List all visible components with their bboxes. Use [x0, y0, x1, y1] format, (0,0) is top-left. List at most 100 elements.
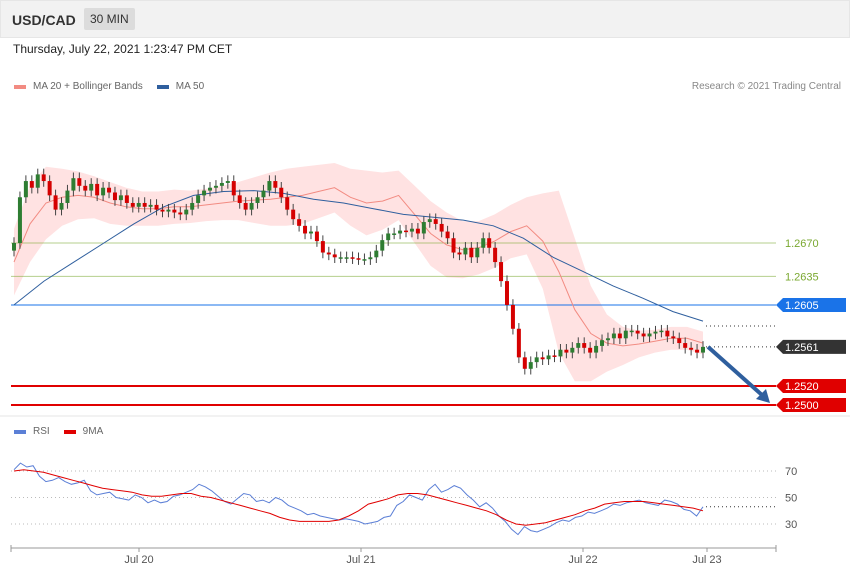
- rsi-ma-legend-label: 9MA: [82, 426, 104, 437]
- candle: [243, 197, 248, 216]
- candle-body: [291, 209, 296, 220]
- candle: [576, 337, 581, 354]
- candle: [59, 197, 64, 216]
- candle-body: [160, 209, 165, 212]
- x-tick-label-3: Jul 23: [692, 554, 721, 566]
- candle: [320, 235, 325, 259]
- candle: [469, 242, 474, 264]
- candle-body: [641, 333, 646, 337]
- price-level-label-1: 1.2635: [785, 271, 819, 283]
- candle: [415, 222, 420, 240]
- candle: [47, 175, 52, 202]
- candle: [267, 175, 272, 197]
- candle: [29, 175, 34, 194]
- candle: [677, 332, 682, 349]
- chart-header-bar: USD/CAD 30 MIN: [0, 0, 850, 38]
- candle: [398, 224, 403, 240]
- candle: [83, 180, 88, 197]
- candle-body: [463, 247, 468, 255]
- candle: [427, 213, 432, 228]
- candle-body: [303, 225, 308, 234]
- timeframe-button[interactable]: 30 MIN: [84, 8, 135, 30]
- candle: [647, 327, 652, 343]
- candle-body: [356, 258, 361, 260]
- candle-body: [326, 252, 331, 255]
- ma20-bollinger-legend-label: MA 20 + Bollinger Bands: [33, 81, 143, 92]
- candle: [297, 213, 302, 232]
- candle-body: [190, 202, 195, 210]
- candle: [481, 232, 486, 254]
- price-level-label-2: 1.2605: [785, 300, 819, 312]
- candle-body: [635, 330, 640, 334]
- candle-body: [178, 212, 183, 215]
- ma50-swatch: [156, 84, 169, 89]
- rsi-line: [13, 462, 704, 536]
- candle: [463, 242, 468, 261]
- candle: [101, 182, 106, 202]
- candle-body: [89, 183, 94, 191]
- candle-body: [504, 281, 509, 305]
- candle: [641, 327, 646, 343]
- candle-body: [493, 247, 498, 263]
- candle-body: [445, 231, 450, 239]
- x-tick-label-1: Jul 21: [346, 554, 375, 566]
- price-legend: MA 20 + Bollinger Bands MA 50: [14, 81, 218, 92]
- candle-body: [23, 181, 28, 198]
- candle-body: [665, 330, 670, 337]
- candle-body: [71, 178, 76, 191]
- candle-body: [142, 202, 147, 207]
- candle: [362, 253, 367, 265]
- candle-body: [564, 349, 569, 353]
- candle-body: [671, 336, 676, 339]
- rsi-panel: 70 50 30: [11, 462, 797, 536]
- chart-datetime: Thursday, July 22, 2021 1:23:47 PM CET: [13, 42, 233, 56]
- price-level-tag-5: [776, 398, 846, 412]
- ma20-bollinger-swatch: [14, 84, 26, 89]
- candle-body: [184, 209, 189, 215]
- candle: [225, 175, 230, 189]
- candle-body: [297, 219, 302, 226]
- forecast-arrow-shaft: [706, 345, 764, 397]
- candle: [332, 248, 337, 264]
- candle: [499, 256, 504, 287]
- candle-body: [101, 187, 106, 196]
- candle-body: [380, 240, 385, 251]
- candle-body: [617, 333, 622, 339]
- candle-body: [124, 195, 129, 203]
- candle-body: [457, 252, 462, 255]
- candle-body: [219, 182, 224, 186]
- candle-body: [528, 362, 533, 369]
- candle-body: [611, 333, 616, 339]
- candle: [166, 203, 171, 218]
- candle-body: [469, 247, 474, 258]
- candle: [178, 206, 183, 221]
- candle-body: [172, 209, 177, 213]
- candle-body: [392, 233, 397, 235]
- candle-body: [208, 187, 213, 191]
- candle: [635, 324, 640, 340]
- candle: [600, 334, 605, 352]
- candle-body: [701, 346, 705, 353]
- candle: [326, 246, 331, 261]
- candle-body: [451, 238, 456, 253]
- candle: [701, 341, 705, 359]
- rsi-swatch: [14, 429, 26, 434]
- candle: [17, 191, 22, 249]
- candle-body: [95, 183, 100, 196]
- candle-body: [237, 195, 242, 203]
- candle: [344, 251, 349, 264]
- candle: [451, 232, 456, 259]
- candle: [457, 246, 462, 261]
- candle-body: [59, 202, 64, 210]
- candle: [475, 242, 480, 264]
- candle-body: [154, 204, 159, 210]
- candle: [12, 237, 16, 257]
- candle-body: [118, 195, 123, 201]
- candle: [421, 216, 426, 240]
- candle: [142, 197, 147, 213]
- candle-body: [534, 357, 539, 363]
- candle-body: [487, 238, 492, 248]
- candle-body: [647, 333, 652, 337]
- rsi-level-label-2: 30: [785, 519, 797, 531]
- candle: [386, 227, 391, 246]
